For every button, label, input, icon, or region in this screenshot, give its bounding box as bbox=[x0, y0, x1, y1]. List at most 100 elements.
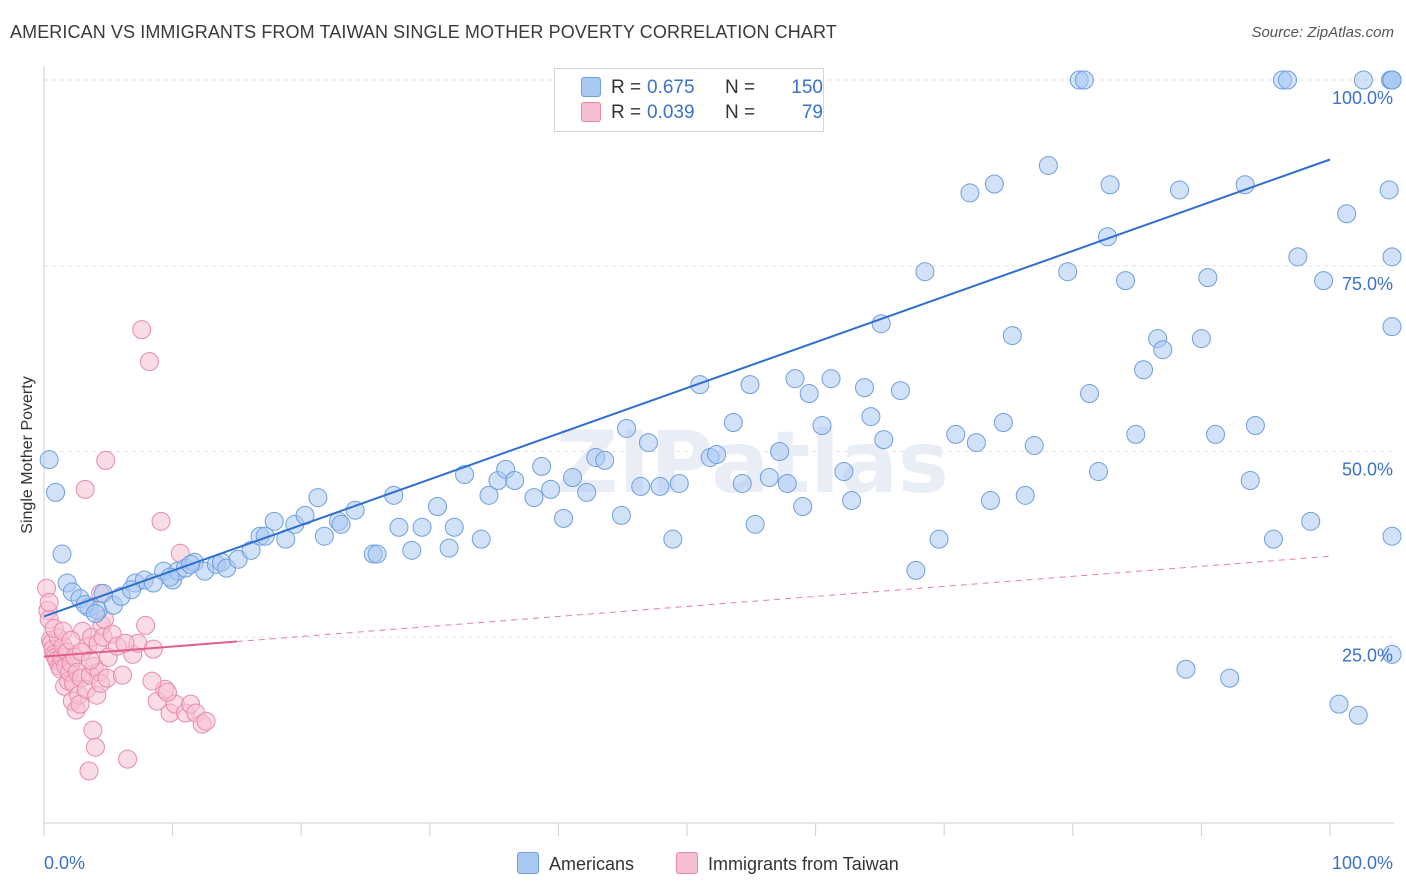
data-point bbox=[871, 314, 891, 334]
data-point bbox=[1220, 668, 1240, 688]
data-point bbox=[890, 381, 910, 401]
legend-swatch-americans bbox=[517, 852, 539, 874]
legend-row-taiwan: R = 0.039 N = 79 bbox=[581, 102, 823, 126]
trend-line-taiwan bbox=[43, 640, 237, 658]
data-point bbox=[85, 603, 105, 623]
data-point bbox=[479, 485, 499, 505]
data-point bbox=[799, 384, 819, 404]
correlation-legend: R = 0.675 N = 150 R = 0.039 N = 79 bbox=[554, 68, 824, 132]
data-point bbox=[563, 468, 583, 488]
data-point bbox=[1170, 180, 1190, 200]
data-point bbox=[1134, 360, 1154, 380]
legend-item-americans[interactable]: Americans bbox=[517, 852, 634, 875]
data-point bbox=[139, 352, 159, 372]
data-point bbox=[1382, 70, 1402, 90]
legend-r-label: R = bbox=[611, 102, 642, 123]
chart-title: AMERICAN VS IMMIGRANTS FROM TAIWAN SINGL… bbox=[10, 22, 837, 42]
data-point bbox=[132, 320, 152, 340]
data-point bbox=[650, 476, 670, 496]
data-point bbox=[80, 650, 100, 670]
data-point bbox=[1382, 644, 1402, 664]
data-point bbox=[745, 514, 765, 534]
legend-r-value: 0.675 bbox=[647, 77, 695, 98]
data-point bbox=[842, 491, 862, 511]
data-point bbox=[1245, 415, 1265, 435]
data-point bbox=[331, 514, 351, 534]
data-point bbox=[52, 544, 72, 564]
trend-lines bbox=[43, 158, 1331, 658]
y-tick-label: 50.0% bbox=[1342, 460, 1393, 480]
data-point bbox=[690, 375, 710, 395]
series-legend: Americans Immigrants from Taiwan bbox=[0, 852, 1406, 876]
x-tick-label: 100.0% bbox=[1332, 853, 1393, 873]
data-point bbox=[785, 369, 805, 389]
data-point bbox=[861, 407, 881, 427]
data-point bbox=[541, 479, 561, 499]
data-point bbox=[740, 375, 760, 395]
legend-item-taiwan[interactable]: Immigrants from Taiwan bbox=[676, 852, 899, 875]
y-tick-label: 100.0% bbox=[1332, 88, 1393, 108]
data-point bbox=[439, 538, 459, 558]
data-point bbox=[915, 262, 935, 282]
data-point bbox=[39, 450, 59, 470]
data-point bbox=[1024, 436, 1044, 456]
data-point bbox=[412, 517, 432, 537]
data-point bbox=[308, 488, 328, 508]
data-point bbox=[1382, 526, 1402, 546]
legend-r-label: R = bbox=[611, 77, 642, 98]
data-point bbox=[1353, 70, 1373, 90]
data-point bbox=[79, 761, 99, 781]
data-point bbox=[1198, 268, 1218, 288]
data-point bbox=[1098, 227, 1118, 247]
data-point bbox=[345, 500, 365, 520]
data-point bbox=[631, 476, 651, 496]
data-point bbox=[455, 465, 475, 485]
data-point bbox=[75, 479, 95, 499]
trend-line-taiwan-extension bbox=[236, 555, 1331, 643]
trend-line-americans bbox=[43, 158, 1331, 618]
data-point bbox=[157, 682, 177, 702]
data-point bbox=[1176, 659, 1196, 679]
data-point bbox=[854, 378, 874, 398]
axes bbox=[43, 66, 1394, 836]
legend-n-value: 79 bbox=[801, 102, 823, 123]
data-point bbox=[1379, 180, 1399, 200]
tick-labels: 25.0% 50.0% 75.0% 100.0% 0.0% 100.0% bbox=[44, 88, 1393, 873]
data-point bbox=[136, 615, 156, 635]
data-point bbox=[314, 526, 334, 546]
data-point bbox=[1235, 175, 1255, 195]
data-point bbox=[115, 633, 135, 653]
data-point bbox=[1278, 70, 1298, 90]
data-point bbox=[812, 415, 832, 435]
data-point bbox=[112, 665, 132, 685]
data-point bbox=[1382, 317, 1402, 337]
data-point bbox=[966, 433, 986, 453]
legend-swatch-americans bbox=[581, 77, 601, 97]
data-point bbox=[1206, 424, 1226, 444]
data-point bbox=[196, 711, 216, 731]
data-point bbox=[577, 482, 597, 502]
data-point bbox=[669, 473, 689, 493]
data-point bbox=[732, 473, 752, 493]
data-point bbox=[1089, 462, 1109, 482]
x-tick-label: 0.0% bbox=[44, 853, 85, 873]
legend-swatch-taiwan bbox=[581, 102, 601, 122]
data-point bbox=[1382, 247, 1402, 267]
y-tick-label: 25.0% bbox=[1342, 645, 1393, 665]
data-point bbox=[1015, 485, 1035, 505]
data-point bbox=[39, 592, 59, 612]
data-point bbox=[1348, 705, 1368, 725]
data-point bbox=[1337, 204, 1357, 224]
data-point bbox=[471, 529, 491, 549]
data-point bbox=[532, 456, 552, 476]
data-point bbox=[874, 430, 894, 450]
data-point bbox=[1074, 70, 1094, 90]
data-point bbox=[946, 424, 966, 444]
data-point bbox=[1263, 529, 1283, 549]
data-point bbox=[595, 450, 615, 470]
data-point bbox=[1080, 384, 1100, 404]
data-point bbox=[834, 462, 854, 482]
data-point bbox=[1002, 326, 1022, 346]
data-point bbox=[402, 540, 422, 560]
